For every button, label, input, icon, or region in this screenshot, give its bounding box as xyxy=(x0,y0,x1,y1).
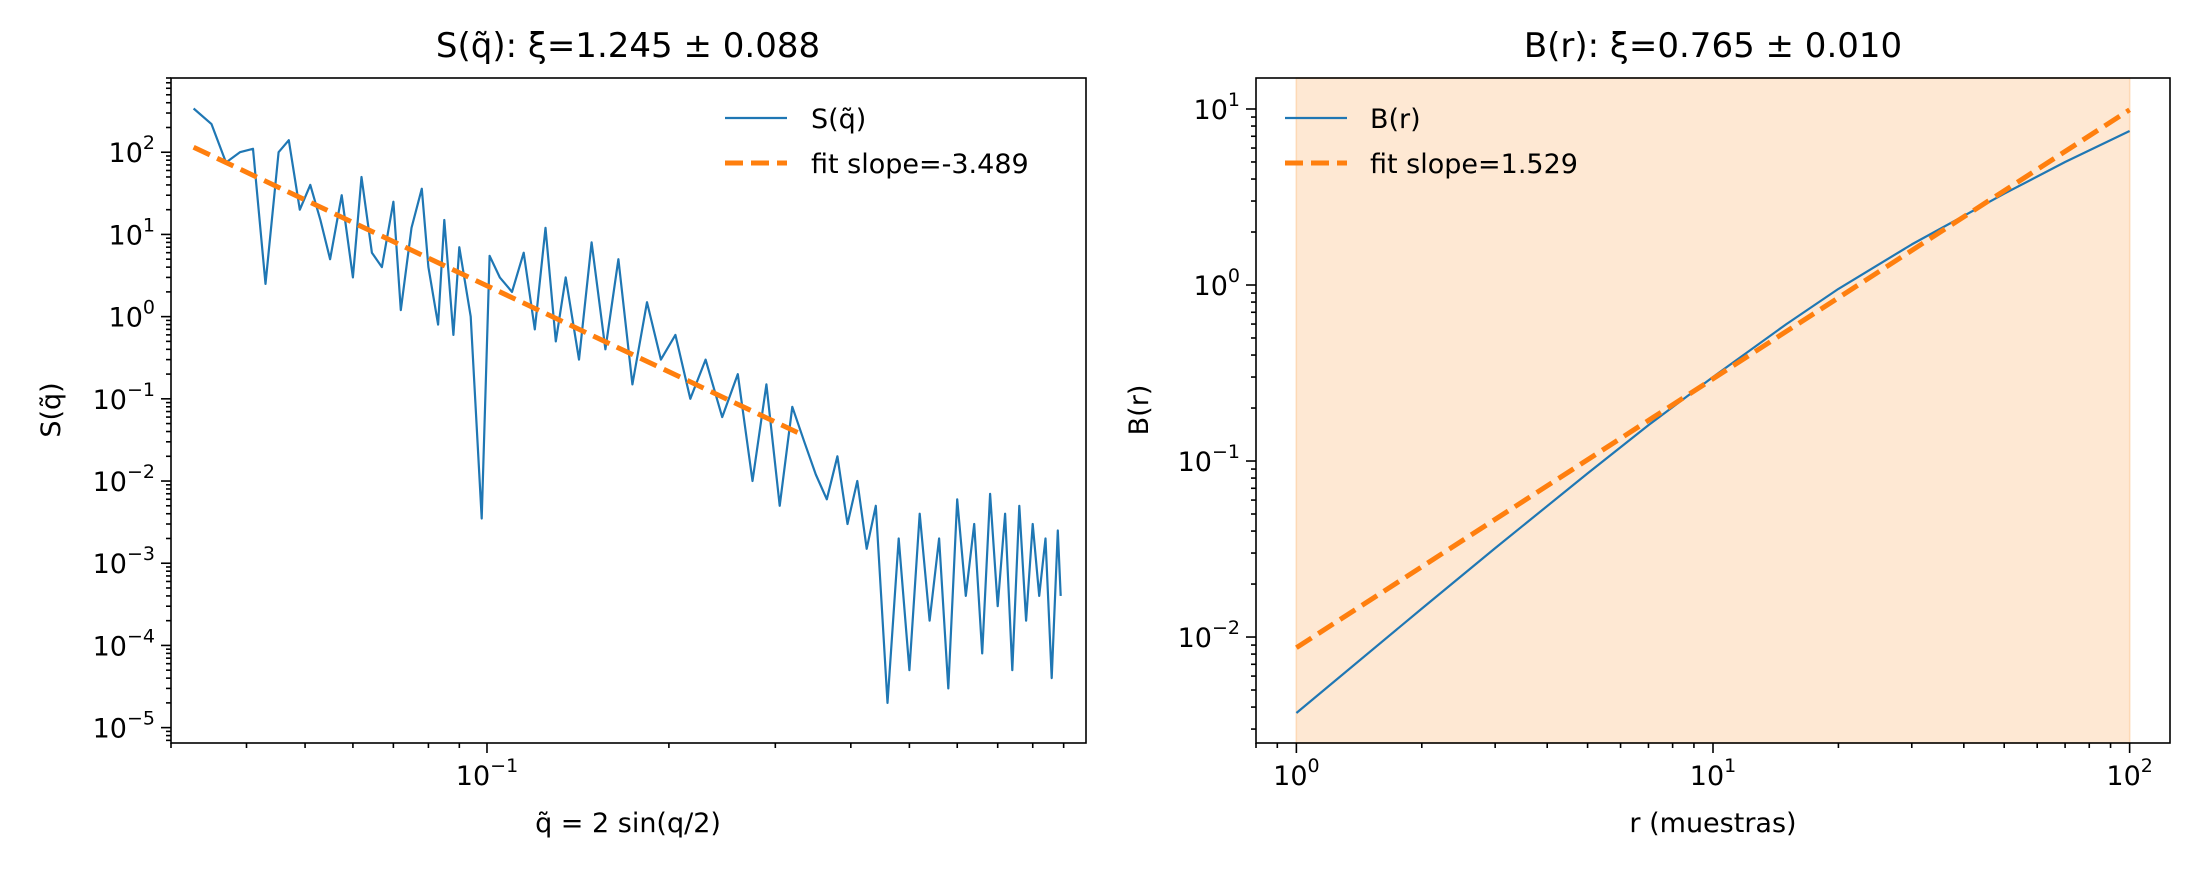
y-tick-label: 10−2 xyxy=(93,461,155,498)
plot-area xyxy=(1295,77,2131,744)
chart-title: B(r): ξ=0.765 ± 0.010 xyxy=(1524,26,1902,66)
y-tick-label: 100 xyxy=(1194,265,1240,302)
x-tick-label: 10−1 xyxy=(456,755,518,792)
series-line xyxy=(1295,130,2131,714)
plot-area xyxy=(192,107,1062,705)
chart-structure-factor: S(q̃): ξ=1.245 ± 0.088 102 101 100 10−1 10−2… xyxy=(36,26,1087,839)
x-axis-label: q̃ = 2 sin(q/2) xyxy=(535,808,721,839)
legend-label-series: S(q̃) xyxy=(811,104,866,135)
y-tick-label: 10−1 xyxy=(1178,441,1240,478)
legend: S(q̃) fit slope=-3.489 xyxy=(725,104,1029,180)
x-tick-label: 100 xyxy=(1273,755,1319,792)
y-tick-label: 10−5 xyxy=(93,708,155,745)
y-tick-label: 10−1 xyxy=(93,379,155,416)
y-tick-label: 101 xyxy=(1194,89,1240,126)
series-line xyxy=(192,107,1062,705)
legend-label-fit: fit slope=-3.489 xyxy=(811,149,1029,180)
y-tick-label: 100 xyxy=(109,297,155,334)
y-axis-label: S(q̃) xyxy=(36,382,67,437)
tick-marks: 102 101 100 10−1 10−2 10−3 10−4 10−5 10−1 xyxy=(93,77,1065,792)
fit-range-shading xyxy=(1295,77,2131,744)
x-tick-label: 102 xyxy=(2106,755,2152,792)
legend: B(r) fit slope=1.529 xyxy=(1285,104,1578,180)
fit-line xyxy=(192,144,802,437)
legend-label-series: B(r) xyxy=(1370,104,1421,135)
y-tick-label: 102 xyxy=(109,132,155,169)
x-axis-label: r (muestras) xyxy=(1629,808,1796,839)
y-tick-label: 101 xyxy=(109,214,155,251)
legend-label-fit: fit slope=1.529 xyxy=(1370,149,1578,180)
y-tick-label: 10−4 xyxy=(93,625,155,662)
y-tick-label: 10−3 xyxy=(93,543,155,580)
chart-structure-function: B(r): ξ=0.765 ± 0.010 101 100 10−1 10−2 100 1… xyxy=(1124,26,2171,839)
y-tick-label: 10−2 xyxy=(1178,617,1240,654)
x-tick-label: 101 xyxy=(1690,755,1736,792)
y-axis-label: B(r) xyxy=(1124,385,1155,436)
fit-line xyxy=(1295,107,2131,650)
chart-title: S(q̃): ξ=1.245 ± 0.088 xyxy=(436,26,820,66)
axes-frame xyxy=(170,77,1087,744)
